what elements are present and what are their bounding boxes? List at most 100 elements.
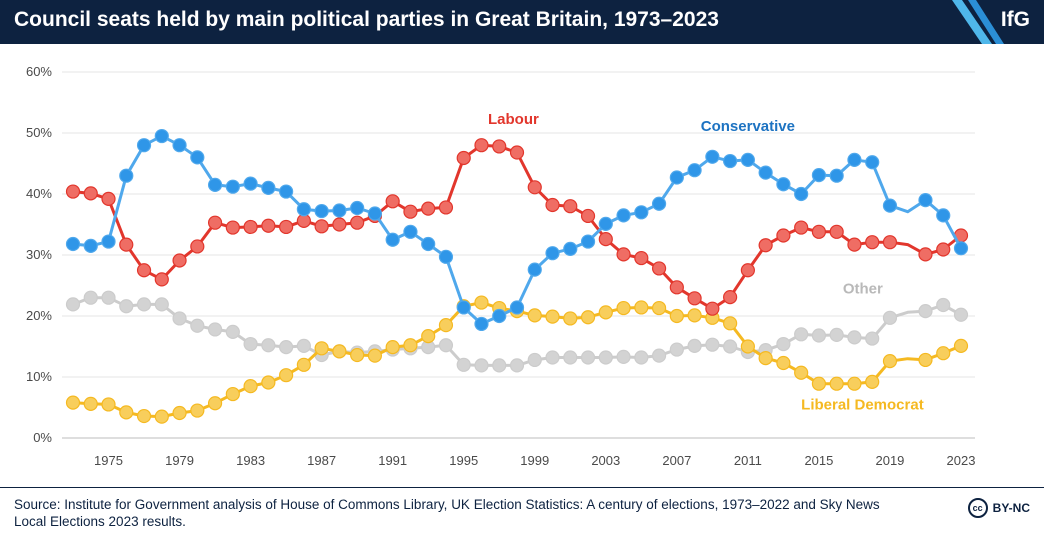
conservative-data-point [314,203,329,219]
labour-data-point [261,218,276,233]
conservative-data-point [847,152,862,167]
x-tick-label: 2003 [591,453,620,468]
other-data-point [438,338,454,353]
labour-data-point [545,197,560,213]
liberal-democrat-data-point [296,357,311,372]
conservative-data-point [563,241,578,256]
license-badge[interactable]: cc BY-NC [967,498,1030,518]
liberal-democrat-data-point [882,354,898,369]
other-data-point [953,307,969,322]
conservative-series-label: Conservative [701,118,795,135]
other-data-point [882,310,898,325]
labour-data-point [65,184,81,199]
y-tick-label: 30% [26,247,52,262]
labour-data-point [101,191,116,206]
conservative-data-point [172,138,187,153]
liberal-democrat-series-label: Liberal Democrat [801,396,924,413]
other-data-point [456,357,471,372]
labour-data-point [243,219,258,235]
other-data-point [190,318,205,333]
other-data-point [865,331,880,346]
liberal-democrat-data-point [65,395,81,410]
labour-data-point [314,219,329,234]
conservative-data-point [492,308,507,324]
page-title: Council seats held by main political par… [14,8,719,31]
liberal-democrat-data-point [332,344,347,359]
liberal-democrat-data-point [829,376,844,391]
labour-series-label: Labour [488,111,539,128]
labour-data-point [651,261,667,276]
conservative-data-point [651,196,667,211]
cc-icon: cc [967,498,988,518]
liberal-democrat-data-point [634,300,649,315]
other-data-point [279,340,294,355]
labour-data-point [456,150,471,166]
conservative-data-point [527,262,542,277]
conservative-series-line [72,134,963,326]
x-tick-label: 1999 [520,453,549,468]
labour-data-point [172,253,187,268]
x-tick-label: 2019 [875,453,904,468]
labour-data-point [119,237,134,252]
labour-data-point [527,180,542,195]
liberal-democrat-data-point [616,300,631,316]
labour-data-point [936,242,951,257]
source-note: Source: Institute for Government analysi… [14,497,880,529]
conservative-data-point [723,153,738,169]
other-data-point [936,297,951,313]
liberal-democrat-data-point [350,347,365,363]
conservative-data-point [634,205,649,220]
conservative-data-point [136,138,152,153]
liberal-democrat-data-point [669,308,684,324]
labour-data-point [492,139,507,154]
ifg-logo-icon [952,0,1004,44]
conservative-data-point [403,224,418,239]
x-tick-label: 1979 [165,453,194,468]
conservative-data-point [438,249,454,264]
liberal-democrat-data-point [776,355,791,371]
labour-data-point [794,220,809,235]
other-data-point [101,290,116,305]
other-data-point [794,327,809,342]
conservative-data-point [936,208,951,223]
conservative-data-point [509,300,525,315]
conservative-data-point [580,234,596,249]
other-data-point [776,336,791,352]
other-data-point [563,350,578,365]
other-data-point [261,338,276,353]
x-tick-label: 1975 [94,453,123,468]
labour-data-point [403,204,418,219]
conservative-data-point [545,246,560,261]
x-tick-label: 1983 [236,453,265,468]
liberal-democrat-data-point [172,405,187,421]
labour-data-point [136,263,152,278]
conservative-data-point [296,202,311,217]
y-tick-label: 50% [26,125,52,140]
labour-data-point [616,247,631,262]
liberal-democrat-data-point [101,397,116,412]
liberal-democrat-data-point [119,405,134,420]
liberal-democrat-data-point [865,374,880,389]
logo-text: IfG [1000,8,1030,31]
labour-data-point [225,220,240,235]
labour-data-point [882,235,898,250]
labour-data-point [740,263,755,278]
conservative-data-point [65,236,81,252]
liberal-democrat-data-point [136,408,152,424]
labour-data-point [154,272,169,287]
other-data-point [136,297,152,312]
conservative-data-point [598,216,613,231]
labour-data-point [918,247,933,262]
other-data-point [154,297,169,312]
liberal-democrat-data-point [403,338,418,353]
labour-data-point [332,217,347,232]
conservative-data-point [882,198,898,213]
other-data-point [296,338,311,353]
conservative-data-point [83,238,98,253]
other-data-point [172,311,187,326]
liberal-democrat-data-point [687,308,702,323]
other-data-point [634,350,649,365]
other-data-point [598,350,613,365]
liberal-democrat-data-point [527,308,542,323]
other-data-point [225,324,240,339]
